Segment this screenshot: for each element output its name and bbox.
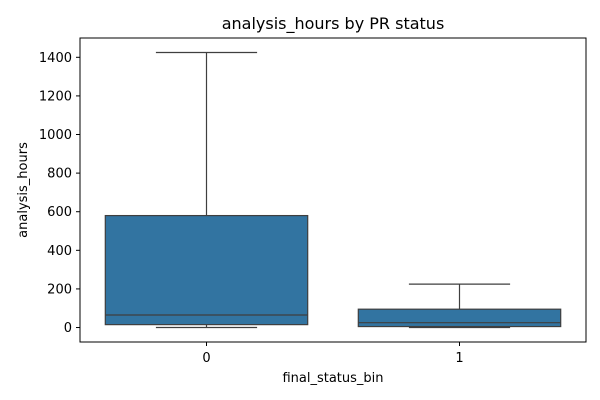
y-tick-label: 800 <box>47 167 72 182</box>
x-axis-label: final_status_bin <box>282 371 383 386</box>
axes-frame <box>79 37 587 343</box>
x-tick-label: 0 <box>202 351 210 366</box>
iqr-box <box>104 214 309 326</box>
y-tick-label: 1200 <box>39 89 72 104</box>
y-tick-label: 200 <box>47 282 72 297</box>
y-tick-label: 1400 <box>39 51 72 66</box>
x-tick-label: 1 <box>455 351 463 366</box>
box-group-0 <box>104 51 309 329</box>
y-tick-label: 1000 <box>39 128 72 143</box>
plot-area <box>104 51 562 329</box>
y-axis-ticks: 0 200 400 600 800 1000 1200 1400 <box>39 51 80 336</box>
y-axis-label: analysis_hours <box>16 142 31 238</box>
y-tick-label: 400 <box>47 244 72 259</box>
iqr-box <box>357 308 562 328</box>
box-group-1 <box>357 283 562 329</box>
y-tick-label: 600 <box>47 205 72 220</box>
chart-title: analysis_hours by PR status <box>222 14 445 34</box>
y-tick-label: 0 <box>64 321 72 336</box>
